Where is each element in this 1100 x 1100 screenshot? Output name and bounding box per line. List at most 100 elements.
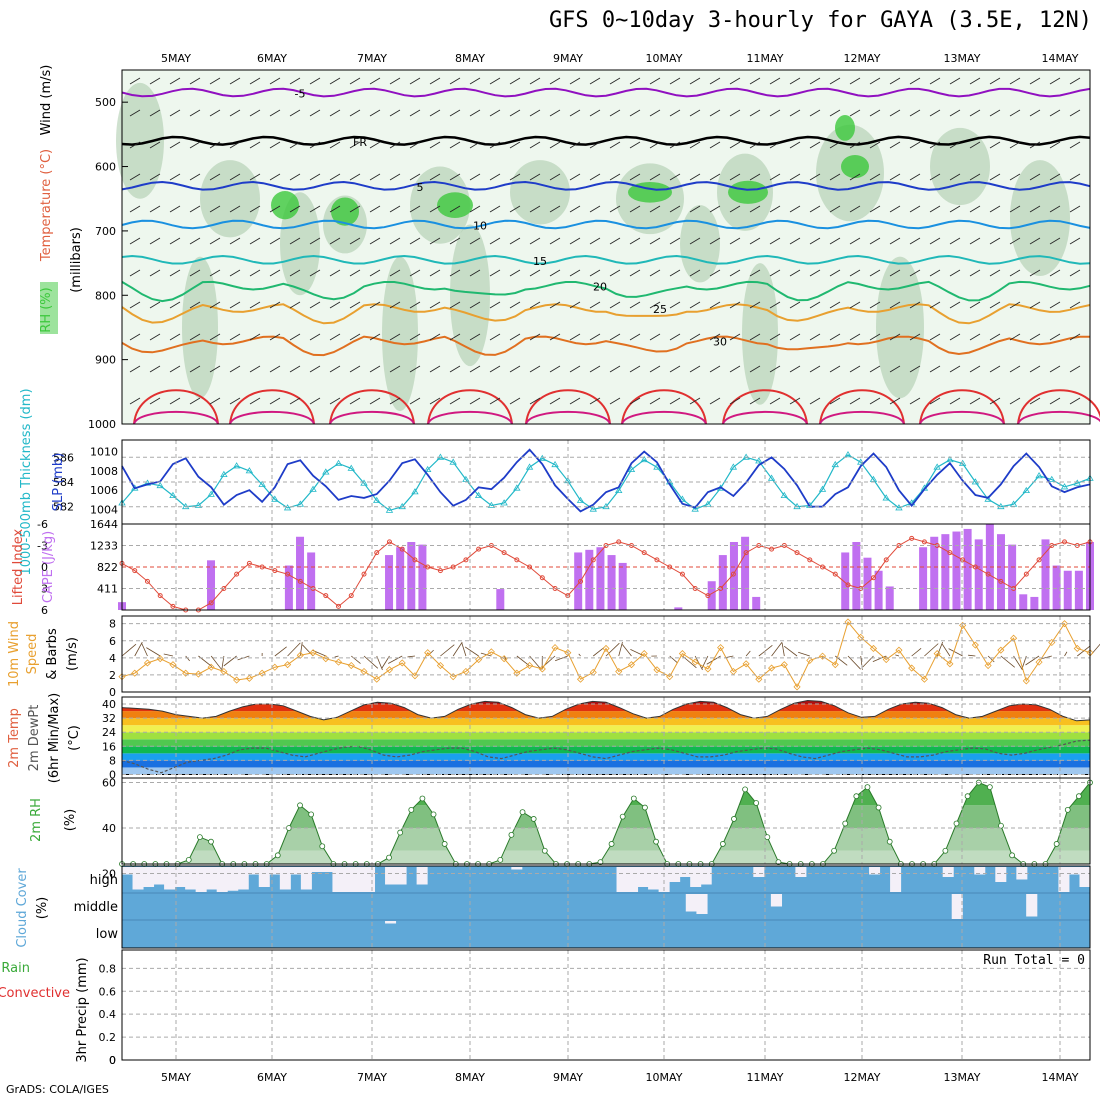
wind-barb [729, 269, 741, 277]
date-label-bottom: 9MAY [553, 1071, 583, 1084]
wind-barb [829, 205, 841, 213]
panel-frame [121, 69, 1091, 425]
wind-barb [509, 269, 521, 277]
cape-bar [385, 555, 394, 610]
wind-tick: 0 [109, 686, 116, 699]
wind-barb [529, 141, 541, 149]
wind-barb [629, 109, 641, 117]
rh-high-region [437, 192, 473, 219]
isotherm--5 [121, 87, 1091, 98]
rh-point [630, 795, 637, 802]
wind-barb [909, 365, 921, 373]
cloud-block [164, 867, 176, 890]
wind-barb [789, 301, 801, 309]
wind-barb [989, 141, 1001, 149]
wind-barb [489, 77, 501, 85]
wind-barb-10m [299, 642, 303, 657]
wind-barb [909, 301, 921, 309]
lifted-point [412, 557, 418, 563]
wind-barb [149, 365, 161, 373]
wind-barb [549, 109, 561, 117]
wind-tick: 2 [109, 669, 116, 682]
rh-point [308, 811, 315, 818]
wind-barb [789, 237, 801, 245]
isotherm-5 [121, 180, 1091, 191]
cape-bar [674, 607, 683, 610]
thickness-point [538, 454, 547, 461]
wind-barb [689, 397, 701, 405]
wind-barb [929, 237, 941, 245]
isotherm-label: -5 [295, 88, 306, 101]
wind-barb [649, 237, 661, 245]
isotherm-warm [621, 411, 707, 425]
wind-barb [949, 333, 961, 341]
wind-speed-point [169, 661, 177, 669]
wind-barb [309, 109, 321, 117]
wind-barb [809, 397, 821, 405]
thickness-point [322, 468, 330, 475]
isotherm-warm [1017, 411, 1100, 425]
wind-barb [489, 141, 501, 149]
wind-barb [129, 237, 141, 245]
upper-air-side-label: Wind (m/s) [39, 65, 54, 136]
temp-tick: 40 [102, 698, 116, 711]
wind-speed-point [755, 675, 763, 683]
wind-barb [209, 205, 221, 213]
wind-barb [829, 333, 841, 341]
wind-barb [189, 269, 201, 277]
rh-point [886, 838, 893, 845]
thickness-point [640, 455, 648, 463]
wind-barb [349, 141, 361, 149]
cape-tick: 822 [97, 561, 118, 574]
wind-barb [1049, 205, 1061, 213]
wind-speed-point [487, 648, 495, 656]
wind-barb [249, 109, 261, 117]
wind-barb [249, 77, 261, 85]
isotherm-warm [329, 411, 415, 425]
thickness-point [245, 467, 254, 474]
wind-barb [669, 333, 681, 341]
thickness-point [1022, 486, 1031, 494]
wind-speed-point [398, 659, 406, 667]
wind-barb [329, 237, 341, 245]
cloud-block [195, 867, 207, 892]
wind-barb [1029, 77, 1041, 85]
wind-barb [249, 365, 261, 373]
wind-barb [509, 77, 521, 85]
wind-speed-point [347, 661, 355, 670]
wind-barb [689, 77, 701, 85]
date-label-bottom: 6MAY [257, 1071, 287, 1084]
wind-barb [189, 333, 201, 341]
precip-tick: 0.2 [99, 1031, 117, 1044]
isotherm-warm [525, 389, 611, 425]
slp-tick: 1008 [90, 465, 118, 478]
cloud-block [696, 894, 708, 914]
wind-barb [369, 109, 381, 117]
wind-barb-10m [141, 643, 148, 657]
wind-barb [729, 365, 741, 373]
cape-bar [418, 544, 427, 610]
wind-barb [609, 173, 621, 181]
lifted-point [679, 571, 685, 577]
cape-bar [207, 560, 216, 610]
wind-barb-10m [351, 655, 361, 664]
thickness-point [589, 505, 597, 512]
wind-barb [229, 77, 241, 85]
thickness-point [513, 484, 521, 491]
wind-barb [489, 301, 501, 309]
wind-barb [249, 301, 261, 309]
rh-point [875, 804, 882, 811]
lifted-point [539, 575, 545, 581]
wind-barb [1069, 397, 1081, 405]
rh-point [386, 854, 392, 861]
rh-point [831, 847, 837, 854]
wind-barb [449, 269, 461, 277]
slp-tick: 1006 [90, 484, 118, 497]
wind-barb [229, 173, 241, 181]
rh-point [274, 852, 281, 859]
wind-barb [949, 205, 961, 213]
date-label-bottom: 7MAY [357, 1071, 387, 1084]
wind-barb [209, 269, 221, 277]
wind-barb [409, 77, 421, 85]
wind-barb [1009, 77, 1021, 85]
